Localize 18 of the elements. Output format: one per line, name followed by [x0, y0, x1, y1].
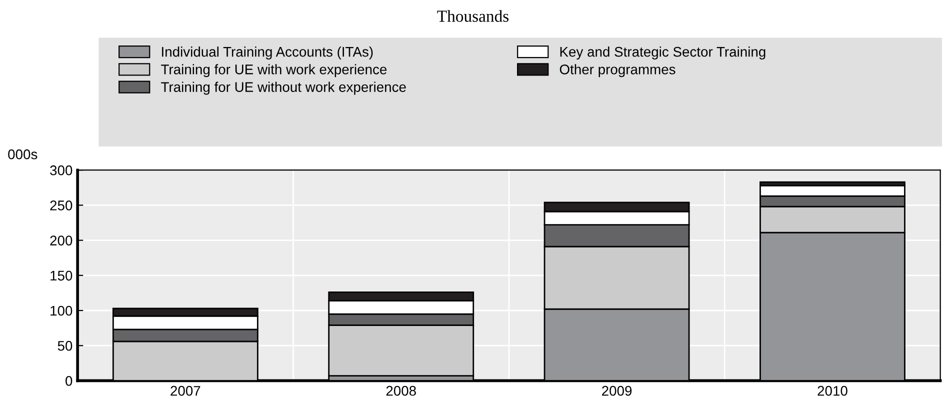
y-tick-label: 300 — [50, 165, 72, 176]
x-tick-label: 2007 — [170, 386, 200, 396]
y-tick-label: 150 — [50, 270, 72, 281]
legend-label: Other programmes — [560, 64, 676, 78]
x-tick-label: 2010 — [818, 386, 848, 396]
legend-label: Training for UE without work experience — [161, 82, 406, 95]
y-axis-title: 000s — [8, 149, 38, 160]
y-tick-label: 0 — [66, 376, 72, 386]
x-tick-label: 2008 — [386, 386, 416, 396]
y-tick-label: 250 — [50, 200, 72, 210]
legend-label: Individual Training Accounts (ITAs) — [162, 46, 373, 60]
x-tick-label: 2009 — [602, 386, 632, 396]
legend-label: Training for UE with work experience — [161, 64, 387, 78]
y-tick-label: 100 — [50, 306, 72, 316]
legend-label: Key and Strategic Sector Training — [560, 46, 766, 60]
chart-title: Thousands — [437, 10, 509, 22]
y-tick-label: 50 — [58, 340, 72, 351]
y-tick-label: 200 — [50, 236, 72, 246]
